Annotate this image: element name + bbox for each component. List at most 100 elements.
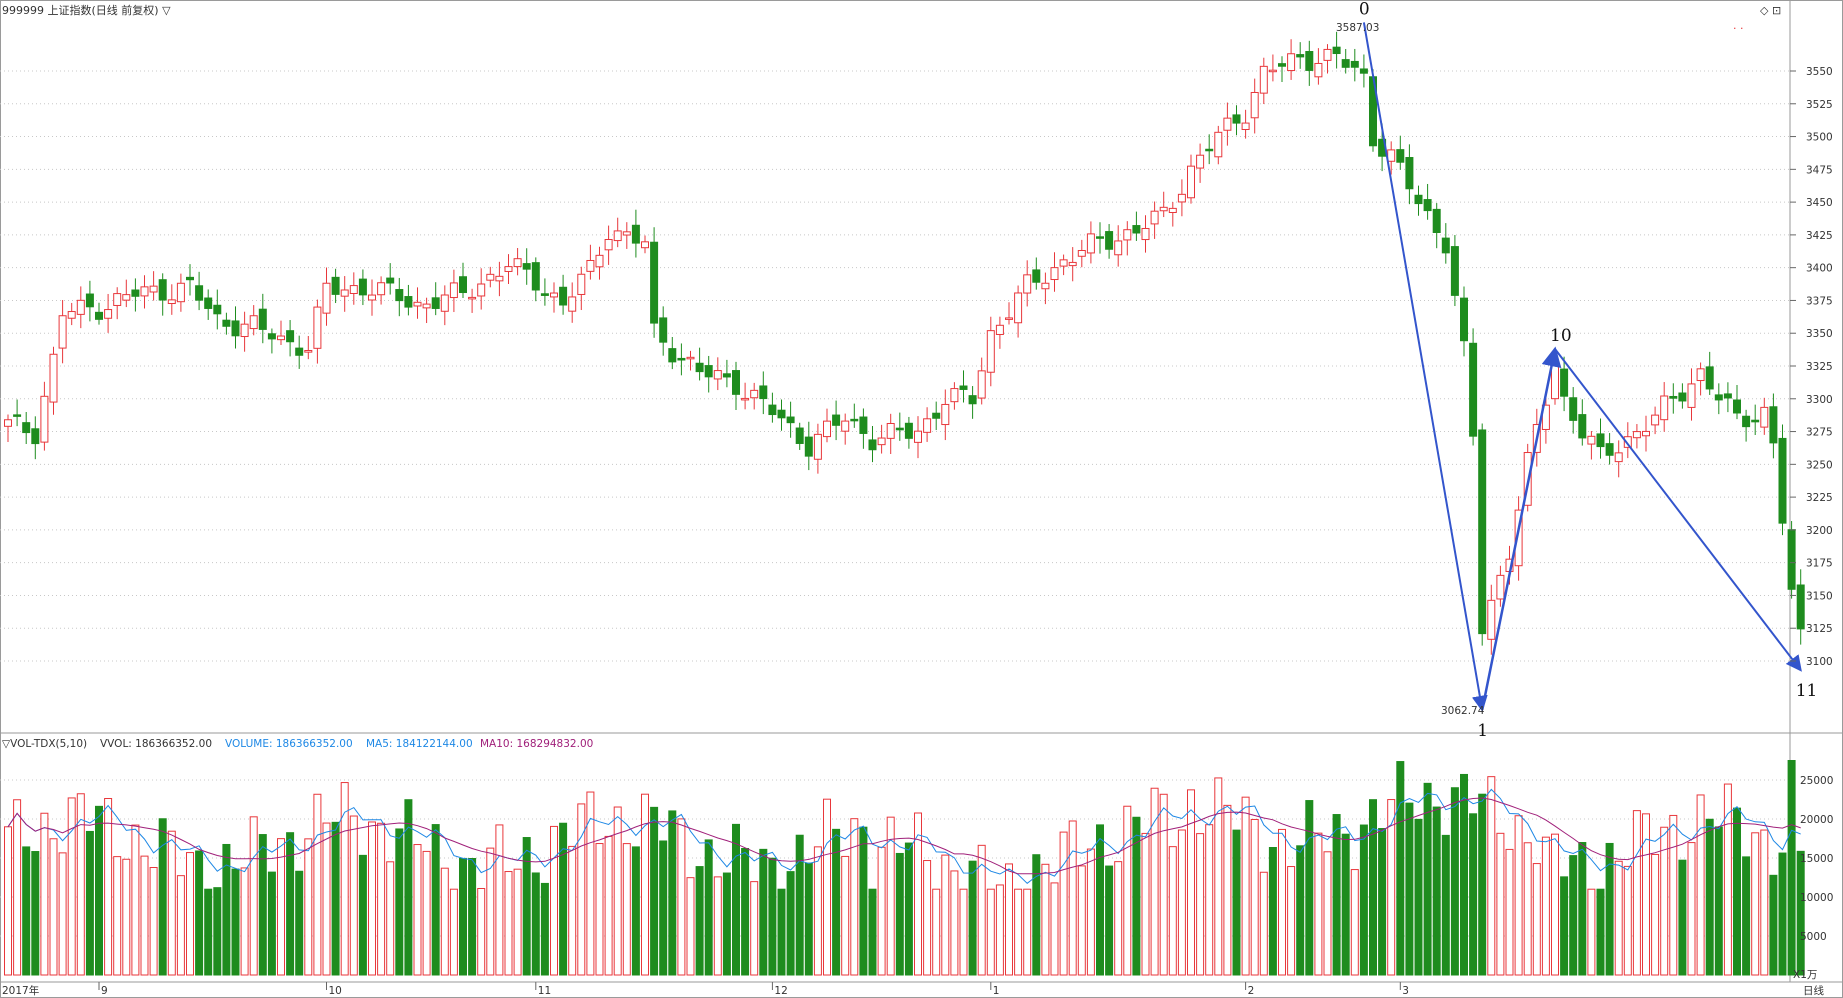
candle-body	[923, 418, 932, 433]
month-label: 2	[1248, 985, 1255, 997]
candle-body	[131, 289, 140, 297]
volume-bar	[1369, 799, 1377, 976]
volume-bar	[258, 834, 267, 976]
candle-body	[613, 230, 622, 242]
wave-arrow	[1362, 22, 1488, 712]
price-tick-label: 3525	[1806, 99, 1833, 111]
candle-body	[1187, 165, 1195, 199]
candlesticks	[4, 31, 1805, 655]
candle-body	[158, 279, 167, 301]
chart-title[interactable]: 999999 上证指数(日线 前复权) ▽	[2, 3, 171, 17]
candle-body	[31, 428, 40, 445]
volume-bar	[131, 824, 140, 976]
ma5-value: MA5: 184122144.00	[366, 738, 473, 750]
candle-body	[1414, 194, 1423, 205]
volume-bar	[668, 810, 677, 976]
volume-bar	[1705, 818, 1714, 976]
candle-body	[1387, 149, 1396, 162]
candle-body	[1132, 225, 1141, 234]
candle-body	[1660, 395, 1669, 421]
ma10-value: MA10: 168294832.00	[480, 738, 593, 750]
candle-body	[449, 282, 458, 299]
candle-body	[1241, 122, 1250, 131]
volume-bar	[76, 793, 85, 976]
candle-body	[1323, 48, 1332, 61]
volume-bar	[167, 830, 176, 976]
candle-body	[759, 385, 768, 400]
volume-bar	[813, 846, 822, 976]
volume-bar	[1259, 871, 1268, 976]
candle-body	[258, 308, 267, 330]
volume-bar	[850, 818, 859, 976]
candle-body	[959, 385, 968, 390]
volume-bar	[58, 852, 67, 976]
candle-body	[1796, 584, 1805, 630]
candle-body	[13, 414, 22, 417]
volume-bar	[804, 862, 813, 976]
candle-body	[577, 273, 586, 295]
candle-body	[1450, 246, 1459, 296]
vol-indicator-name[interactable]: ▽VOL-TDX(5,10)	[2, 738, 87, 750]
volume-bar	[1241, 796, 1250, 976]
volume-unit: X1万	[1793, 969, 1817, 981]
candle-body	[204, 297, 213, 309]
candle-body	[950, 388, 959, 403]
volume-bar	[1332, 814, 1341, 976]
volume-bar	[204, 888, 213, 976]
candle-body	[1223, 117, 1232, 131]
volume-bar	[1578, 842, 1587, 976]
candle-body	[304, 350, 313, 353]
candle-body	[1086, 233, 1095, 254]
window-controls[interactable]: ◇ ⊡	[1760, 4, 1781, 17]
candle-body	[1487, 599, 1496, 640]
volume-bar	[1432, 806, 1441, 976]
period-label[interactable]: 日线	[1803, 984, 1825, 997]
candle-body	[1469, 342, 1478, 437]
candle-body	[522, 263, 531, 270]
candle-body	[267, 333, 276, 340]
candle-body	[1642, 430, 1650, 437]
candle-body	[1159, 206, 1168, 212]
volume-bar	[240, 867, 249, 976]
volume-bar	[823, 798, 831, 976]
volume-bar	[659, 840, 668, 976]
volume-bar	[540, 882, 549, 976]
volume-bar	[1487, 776, 1496, 976]
candle-body	[58, 315, 67, 349]
volume-bar	[914, 812, 922, 976]
volume-bar	[1596, 888, 1605, 976]
volume-bar	[722, 872, 731, 976]
candle-body	[395, 289, 404, 302]
candle-body	[1587, 435, 1596, 445]
high-price-label: 3587.03	[1336, 22, 1379, 34]
volume-bar	[1769, 874, 1778, 976]
volume-bar	[1323, 851, 1332, 976]
price-tick-label: 3375	[1806, 295, 1833, 307]
volume-bar	[759, 848, 768, 976]
candle-body	[213, 304, 222, 315]
volume-bar	[1441, 834, 1450, 976]
volume-bar	[468, 857, 477, 976]
volume-bar	[13, 799, 22, 976]
price-tick-label: 3425	[1806, 230, 1833, 242]
candle-body	[631, 224, 640, 244]
volume-bar	[1077, 865, 1086, 976]
candle-body	[1669, 395, 1678, 399]
month-label: 1	[993, 985, 1000, 997]
volume-bar	[1205, 824, 1214, 976]
candle-body	[677, 357, 686, 361]
volume-bar	[1532, 863, 1541, 976]
volume-bar	[104, 797, 113, 976]
volume-bar	[932, 888, 941, 976]
candle-body	[1014, 292, 1023, 324]
candle-body	[1168, 207, 1177, 213]
volume-bar	[1014, 888, 1023, 976]
candle-body	[1651, 414, 1660, 426]
volume-bar	[895, 852, 904, 976]
ma10-line	[7, 797, 1801, 875]
volume-bar	[1378, 828, 1387, 976]
volume-bar	[113, 856, 122, 976]
volume-bar	[1341, 833, 1350, 976]
candle-body	[122, 294, 131, 301]
